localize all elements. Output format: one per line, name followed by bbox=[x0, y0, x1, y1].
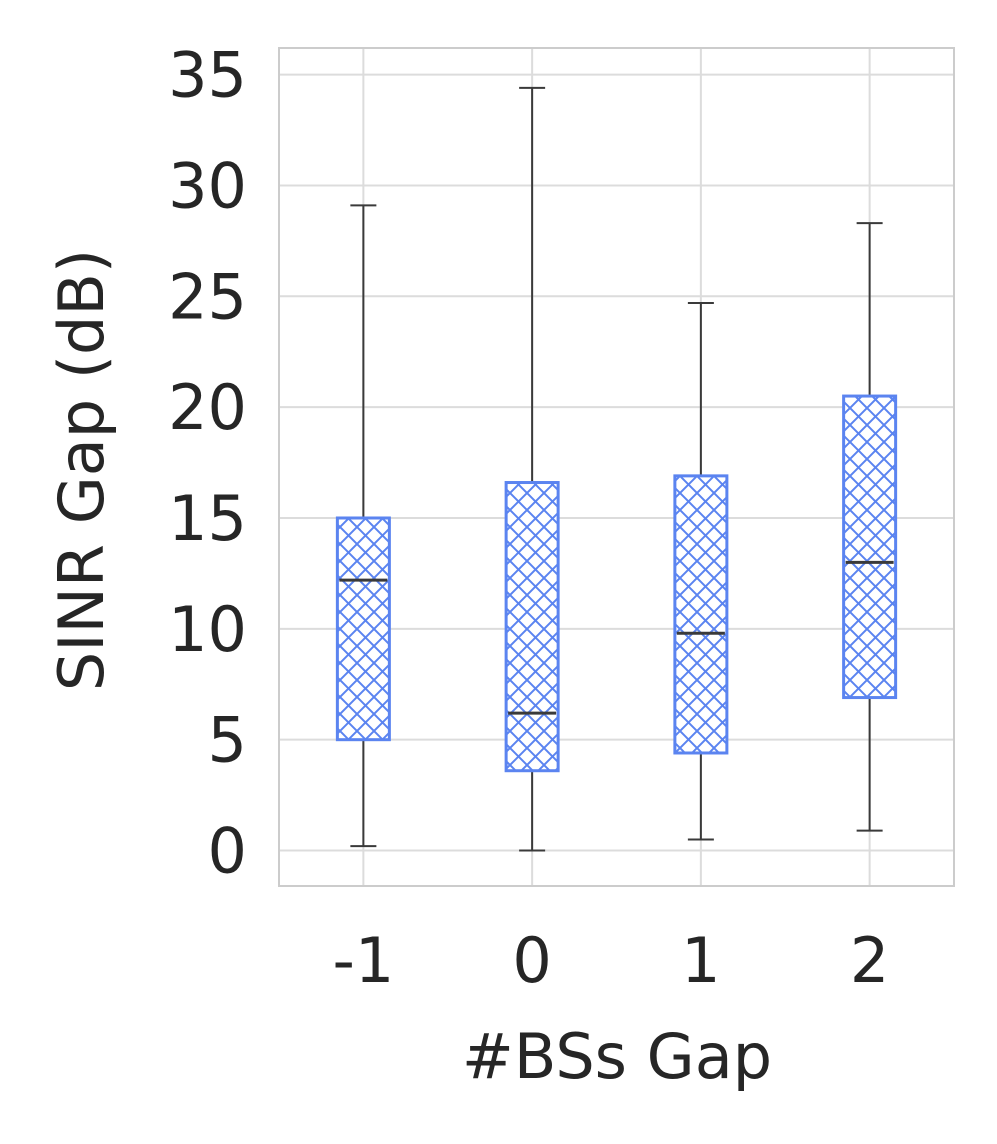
box--1 bbox=[335, 204, 391, 848]
box-1 bbox=[673, 301, 729, 841]
plot-area bbox=[335, 86, 898, 852]
y-tick-label: 25 bbox=[168, 260, 247, 333]
y-tick-labels: 0 5 10 15 20 25 30 35 bbox=[168, 39, 247, 888]
x-tick-label: 1 bbox=[681, 924, 720, 997]
plot-frame bbox=[278, 47, 955, 887]
y-tick-label: 30 bbox=[168, 149, 247, 222]
y-tick-label: 35 bbox=[168, 39, 247, 112]
box-iqr bbox=[673, 474, 729, 755]
box-2 bbox=[842, 222, 898, 832]
x-tick-label: 2 bbox=[850, 924, 889, 997]
box-0 bbox=[504, 86, 560, 852]
box-iqr bbox=[335, 516, 391, 742]
x-tick-label: 0 bbox=[512, 924, 551, 997]
x-tick-labels: -1 0 1 2 bbox=[332, 924, 889, 997]
box-iqr bbox=[842, 394, 898, 700]
y-tick-label: 20 bbox=[168, 371, 247, 444]
y-tick-label: 10 bbox=[168, 593, 247, 666]
y-tick-label: 15 bbox=[168, 482, 247, 555]
box-iqr bbox=[504, 481, 560, 773]
x-axis-label: #BSs Gap bbox=[462, 1020, 772, 1093]
y-tick-label: 5 bbox=[208, 704, 247, 777]
y-axis-label: SINR Gap (dB) bbox=[45, 249, 118, 691]
y-tick-label: 0 bbox=[208, 815, 247, 888]
x-tick-label: -1 bbox=[332, 924, 394, 997]
